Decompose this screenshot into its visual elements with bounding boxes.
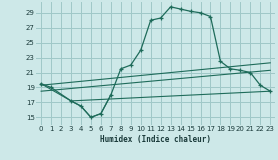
X-axis label: Humidex (Indice chaleur): Humidex (Indice chaleur) [100, 135, 211, 144]
